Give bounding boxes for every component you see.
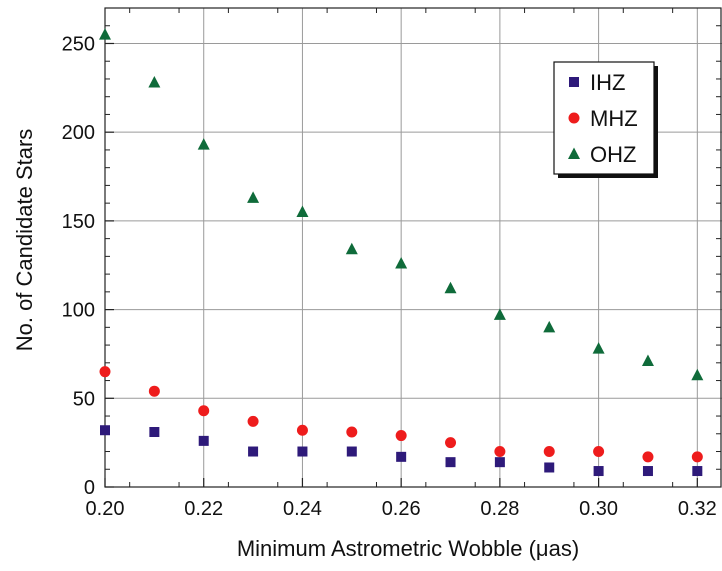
data-point-ohz: [197, 138, 210, 150]
data-point-ohz: [691, 368, 704, 381]
data-point-mhz: [395, 430, 407, 442]
data-point-ohz: [99, 28, 111, 40]
data-point-ihz: [494, 457, 505, 468]
y-tick-label: 0: [84, 477, 95, 499]
data-point-ihz: [544, 462, 555, 473]
axes-layer: 0.20 0.22 0.24 0.26 0.28 0.30 0.32 0 50 100 150 200…: [62, 7, 722, 520]
y-tick-label: 100: [62, 300, 95, 322]
data-point-mhz: [543, 446, 555, 458]
data-point-mhz: [99, 366, 111, 378]
legend-label-ihz: IHZ: [590, 70, 625, 95]
x-tick-label: 0.26: [382, 498, 421, 520]
data-point-ohz: [444, 281, 457, 294]
data-point-ohz: [493, 308, 506, 320]
data-point-mhz: [593, 446, 605, 458]
plot-frame: [104, 7, 722, 488]
data-point-ohz: [395, 256, 408, 269]
data-point-mhz: [691, 451, 703, 463]
legend-marker-ohz: [568, 147, 580, 159]
x-tick-label: 0.24: [283, 498, 322, 520]
legend-label-mhz: MHZ: [590, 106, 638, 131]
legend-marker-mhz: [568, 112, 580, 124]
data-point-ohz: [543, 320, 556, 333]
data-point-mhz: [445, 437, 457, 449]
data-point-ihz: [198, 435, 209, 446]
x-tick-label: 0.22: [184, 498, 223, 520]
y-tick-label: 200: [62, 122, 95, 144]
data-point-mhz: [346, 426, 358, 438]
x-tick-label: 0.28: [480, 498, 519, 520]
data-point-ihz: [346, 446, 357, 457]
data-point-ohz: [592, 342, 605, 354]
data-point-mhz: [247, 415, 259, 427]
data-point-mhz: [296, 424, 308, 436]
data-point-ohz: [345, 242, 358, 255]
data-point-ihz: [149, 427, 160, 438]
data-point-ihz: [248, 446, 259, 457]
y-tick-label: 50: [73, 388, 95, 410]
data-point-ihz: [100, 425, 110, 436]
y-tick-label: 150: [62, 211, 95, 233]
marks-layer: [99, 28, 704, 477]
data-point-mhz: [642, 451, 654, 463]
legend: IHZ MHZ OHZ: [553, 61, 658, 178]
y-tick-label: 250: [62, 33, 95, 55]
data-point-ohz: [641, 354, 654, 367]
data-point-ihz: [692, 466, 703, 477]
data-point-mhz: [148, 385, 160, 397]
x-tick-label: 0.20: [86, 498, 125, 520]
data-point-mhz: [494, 446, 506, 458]
x-tick-label: 0.32: [678, 498, 717, 520]
data-point-ohz: [247, 191, 260, 203]
data-point-ohz: [148, 76, 161, 88]
data-point-ihz: [642, 466, 653, 477]
legend-marker-ihz: [569, 77, 579, 87]
legend-label-ohz: OHZ: [590, 142, 636, 167]
data-point-mhz: [198, 405, 210, 417]
x-tick-label: 0.30: [579, 498, 618, 520]
x-axis-label: Minimum Astrometric Wobble (μas): [237, 536, 579, 561]
data-point-ihz: [396, 451, 407, 462]
data-point-ihz: [593, 466, 604, 477]
data-point-ohz: [296, 205, 309, 218]
y-axis-label: No. of Candidate Stars: [12, 129, 37, 352]
data-point-ihz: [297, 446, 308, 457]
data-point-ihz: [445, 457, 456, 468]
